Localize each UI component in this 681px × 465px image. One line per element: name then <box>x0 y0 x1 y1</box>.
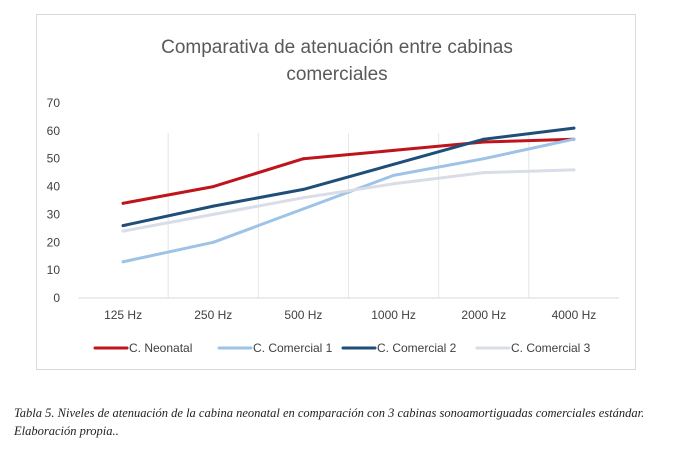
figure-caption: Tabla 5. Niveles de atenuación de la cab… <box>14 406 645 438</box>
x-tick-label: 500 Hz <box>284 308 322 322</box>
series-line <box>121 137 576 205</box>
y-tick-label: 30 <box>47 207 61 221</box>
data-point <box>121 201 125 205</box>
y-tick-label: 60 <box>47 124 61 138</box>
chart-title-line: Comparativa de atenuación entre cabinas <box>161 37 513 58</box>
data-point <box>392 148 396 152</box>
series-line <box>121 126 576 228</box>
data-point <box>301 187 305 191</box>
x-tick-label: 1000 Hz <box>371 308 416 322</box>
data-point <box>392 173 396 177</box>
y-tick-label: 0 <box>53 291 60 305</box>
y-tick-label: 70 <box>47 96 61 110</box>
chart-frame: Comparativa de atenuación entre cabinas c… <box>36 14 636 370</box>
data-point <box>482 157 486 161</box>
y-tick-label: 50 <box>47 152 61 166</box>
x-tick-label: 125 Hz <box>104 308 142 322</box>
x-tick-label: 4000 Hz <box>552 308 597 322</box>
data-point <box>572 137 576 141</box>
data-point <box>482 140 486 144</box>
data-point <box>301 196 305 200</box>
series-line <box>121 168 576 233</box>
data-point <box>301 207 305 211</box>
line-chart: Comparativa de atenuación entre cabinas c… <box>47 37 619 355</box>
data-point <box>572 126 576 130</box>
data-point <box>121 260 125 264</box>
legend-label: C. Comercial 3 <box>511 341 591 355</box>
data-point <box>392 162 396 166</box>
data-point <box>392 182 396 186</box>
y-tick-label: 10 <box>47 263 61 277</box>
data-point <box>482 171 486 175</box>
data-point <box>211 185 215 189</box>
y-tick-label: 20 <box>47 235 61 249</box>
data-point <box>211 212 215 216</box>
data-point <box>121 224 125 228</box>
data-point <box>482 137 486 141</box>
y-tick-label: 40 <box>47 180 61 194</box>
legend-label: C. Neonatal <box>129 341 192 355</box>
data-point <box>211 204 215 208</box>
x-tick-label: 2000 Hz <box>461 308 506 322</box>
data-point <box>121 229 125 233</box>
chart-title-line: comerciales <box>286 64 387 85</box>
x-tick-label: 250 Hz <box>194 308 232 322</box>
legend-label: C. Comercial 2 <box>377 341 457 355</box>
data-point <box>572 168 576 172</box>
data-point <box>211 240 215 244</box>
data-point <box>301 157 305 161</box>
legend-label: C. Comercial 1 <box>253 341 333 355</box>
